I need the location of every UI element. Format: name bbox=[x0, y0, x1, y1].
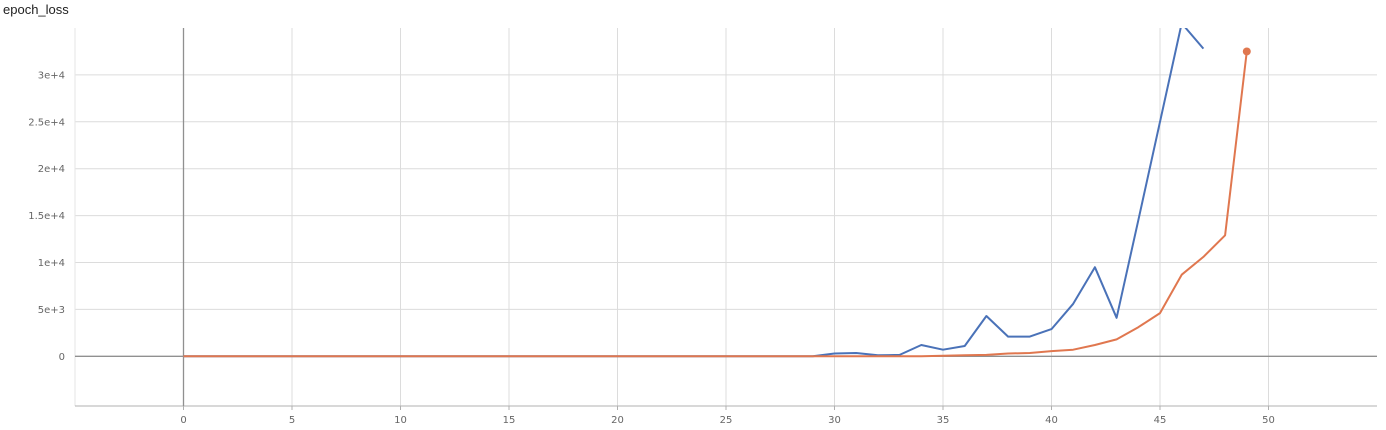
series-end-marker[interactable] bbox=[1242, 47, 1251, 56]
x-tick-label: 0 bbox=[180, 415, 186, 426]
x-tick-label: 25 bbox=[720, 415, 733, 426]
y-tick-label: 2.5e+4 bbox=[28, 117, 65, 128]
y-tick-label: 1e+4 bbox=[38, 258, 65, 269]
x-tick-label: 15 bbox=[503, 415, 516, 426]
y-tick-label: 3e+4 bbox=[38, 70, 65, 81]
series-lines bbox=[183, 28, 1251, 358]
x-tick-label: 45 bbox=[1154, 415, 1167, 426]
x-tick-label: 10 bbox=[394, 415, 407, 426]
x-tick-label: 35 bbox=[937, 415, 950, 426]
x-tick-label: 40 bbox=[1045, 415, 1058, 426]
x-tick-label: 5 bbox=[289, 415, 295, 426]
x-tick-label: 50 bbox=[1262, 415, 1275, 426]
y-tick-label: 0 bbox=[59, 352, 65, 363]
x-tick-label: 20 bbox=[611, 415, 624, 426]
series-line-1 bbox=[183, 28, 1205, 358]
chart-title: epoch_loss bbox=[3, 2, 69, 17]
y-tick-label: 2e+4 bbox=[38, 164, 65, 175]
x-tick-label: 30 bbox=[828, 415, 841, 426]
tick-labels: 0 5 10 15 20 25 30 35 40 45 50 0 5e+3 1e+4 1.5e+4 2e+4 2… bbox=[28, 70, 1275, 426]
y-tick-label: 5e+3 bbox=[38, 305, 65, 316]
y-tick-label: 1.5e+4 bbox=[28, 211, 65, 222]
series-line-2 bbox=[183, 51, 1248, 358]
grid-lines bbox=[75, 28, 1377, 406]
